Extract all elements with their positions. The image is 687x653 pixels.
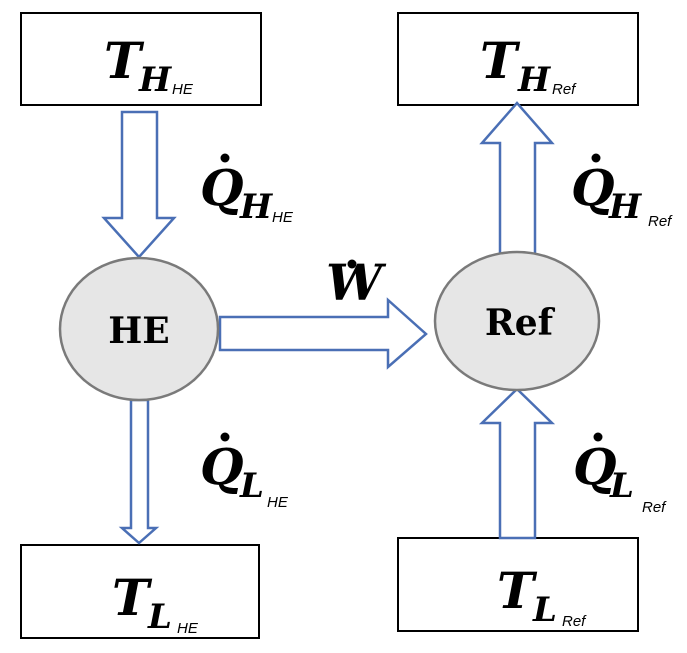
- svg-text:Q: Q: [571, 158, 615, 217]
- arrow-work: [218, 297, 428, 370]
- label-t-l-ref: T L Ref: [497, 561, 587, 630]
- svg-text:T: T: [112, 568, 153, 627]
- svg-text:L: L: [147, 597, 172, 637]
- svg-text:T: T: [104, 31, 145, 90]
- svg-text:Ref: Ref: [642, 499, 667, 516]
- svg-text:H: H: [138, 60, 173, 100]
- label-q-l-ref: Q L Ref: [573, 432, 667, 516]
- reservoir-box-t-l-he: [20, 544, 260, 639]
- reservoir-box-t-h-ref: [397, 12, 639, 106]
- svg-text:H: H: [239, 187, 274, 227]
- svg-text:Q: Q: [573, 437, 617, 496]
- svg-text:Ref: Ref: [552, 81, 577, 98]
- svg-text:HE: HE: [172, 81, 194, 98]
- svg-text:W: W: [326, 253, 387, 312]
- svg-text:L: L: [609, 466, 634, 506]
- svg-text:T: T: [480, 31, 521, 90]
- svg-text:Q: Q: [200, 437, 244, 496]
- refrigerator-node: [433, 250, 601, 392]
- arrow-q-l-ref: [478, 387, 556, 540]
- label-q-h-he: Q H HE: [200, 153, 294, 227]
- overdot: [593, 432, 603, 442]
- heat-engine-node: [58, 256, 220, 402]
- overdot: [220, 153, 230, 163]
- overdot: [220, 432, 230, 442]
- svg-text:H: H: [517, 60, 552, 100]
- svg-text:H: H: [608, 187, 643, 227]
- heat-engine-label: HE: [108, 310, 169, 352]
- svg-text:Q: Q: [200, 158, 244, 217]
- arrow-q-h-he: [101, 110, 177, 259]
- arrow-q-l-he: [118, 398, 160, 545]
- arrow-q-h-ref: [479, 101, 555, 256]
- reservoir-box-t-l-ref: [397, 537, 639, 632]
- label-q-h-ref: Q H Ref: [571, 153, 673, 230]
- svg-text:L: L: [532, 590, 557, 630]
- reservoir-box-t-h-he: [20, 12, 262, 106]
- label-t-h-he: T H HE: [104, 31, 194, 100]
- svg-text:HE: HE: [267, 494, 289, 511]
- label-t-l-he: T L HE: [112, 568, 199, 637]
- svg-text:T: T: [497, 561, 538, 620]
- overdot: [591, 153, 601, 163]
- overdot: [347, 259, 357, 269]
- refrigerator-label: Ref: [485, 302, 556, 344]
- svg-text:HE: HE: [272, 209, 294, 226]
- svg-text:Ref: Ref: [562, 613, 587, 630]
- label-q-l-he: Q L HE: [200, 432, 289, 511]
- svg-text:Ref: Ref: [648, 213, 673, 230]
- label-t-h-ref: T H Ref: [480, 31, 577, 100]
- svg-text:HE: HE: [177, 620, 199, 637]
- svg-text:L: L: [239, 466, 264, 506]
- label-work: W: [326, 253, 387, 312]
